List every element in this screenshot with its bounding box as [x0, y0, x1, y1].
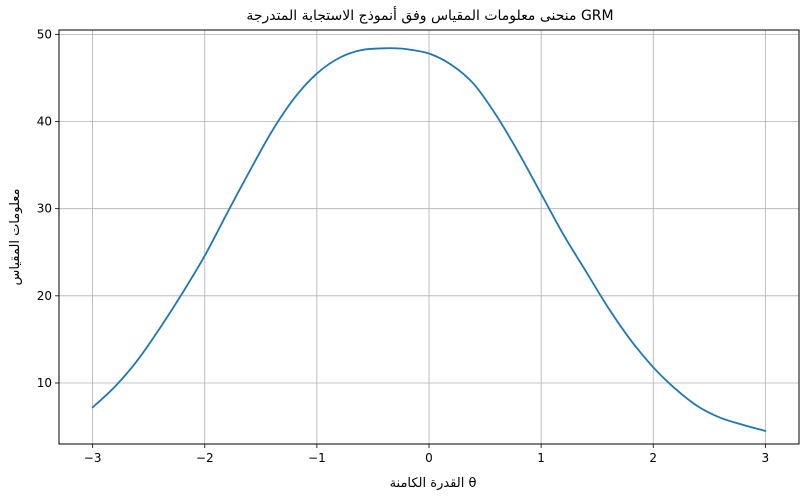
x-tick-label: 3	[762, 451, 770, 465]
y-axis-title: معلومات المقياس	[8, 189, 23, 286]
x-axis-title: القدرة الكامنة θ	[390, 476, 477, 491]
grid	[59, 30, 799, 444]
x-tick-label: −1	[308, 451, 326, 465]
y-tick-label: 10	[37, 376, 52, 390]
x-tick-label: −3	[84, 451, 102, 465]
x-tick-label: 2	[649, 451, 657, 465]
x-tick-label: 0	[425, 451, 433, 465]
x-tick-label: 1	[537, 451, 545, 465]
y-tick-label: 20	[37, 289, 52, 303]
series-layer	[91, 47, 767, 432]
chart-title: منحنى معلومات المقياس وفق أنموذج الاستجا…	[246, 6, 613, 24]
x-tick-label: −2	[196, 451, 214, 465]
information-curve-line	[91, 47, 767, 432]
y-tick-label: 50	[37, 27, 52, 41]
ticks: −3 −2 −1 0 1 2 3 10 20 30 40 50	[37, 27, 769, 465]
y-tick-label: 30	[37, 202, 52, 216]
y-tick-label: 40	[37, 115, 52, 129]
